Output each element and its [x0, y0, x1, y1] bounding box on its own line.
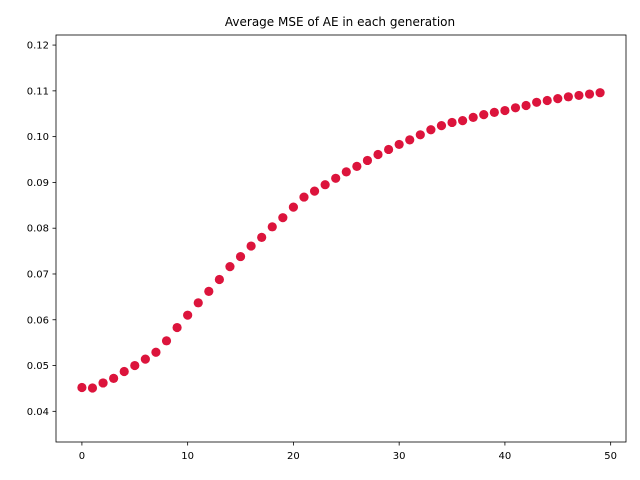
data-point — [140, 354, 150, 364]
x-tick-label: 10 — [181, 451, 194, 462]
chart-title: Average MSE of AE in each generation — [225, 15, 455, 29]
data-point — [510, 103, 521, 113]
y-tick-label: 0.12 — [27, 41, 49, 52]
data-point — [288, 202, 299, 212]
plot-frame — [55, 34, 627, 443]
y-tick-label: 0.10 — [27, 132, 49, 143]
x-tick-label: 20 — [287, 451, 300, 462]
y-tick-label: 0.11 — [27, 86, 49, 97]
data-point — [119, 366, 129, 377]
data-point — [595, 88, 605, 98]
data-point — [542, 95, 552, 106]
x-tick-label: 0 — [79, 451, 85, 462]
data-point — [394, 139, 404, 150]
data-point — [532, 97, 542, 107]
y-tick-label: 0.06 — [27, 315, 49, 326]
data-point — [161, 336, 172, 346]
y-tick-label: 0.04 — [27, 407, 49, 418]
data-point — [479, 110, 489, 120]
data-point — [415, 130, 425, 140]
data-point — [235, 251, 246, 262]
data-point — [426, 125, 436, 135]
data-point — [383, 144, 394, 155]
x-tick-label: 40 — [499, 451, 512, 462]
data-point — [468, 112, 478, 123]
data-point — [331, 173, 341, 183]
data-point — [109, 373, 119, 383]
data-point — [278, 213, 288, 223]
data-point — [151, 347, 161, 357]
data-point — [373, 149, 383, 160]
data-point — [98, 378, 108, 388]
data-point — [447, 117, 457, 128]
data-point — [246, 241, 256, 251]
x-tick-label: 50 — [604, 451, 617, 462]
data-point — [87, 383, 98, 393]
data-point — [204, 286, 214, 296]
y-tick-label: 0.07 — [27, 269, 49, 280]
data-point — [458, 116, 468, 126]
data-point — [352, 161, 362, 171]
data-point — [362, 155, 373, 166]
data-point — [172, 322, 182, 333]
data-point — [405, 135, 415, 145]
data-point — [574, 90, 584, 101]
data-point — [267, 222, 277, 232]
data-point — [183, 310, 193, 320]
y-tick-label: 0.09 — [27, 178, 49, 189]
data-point — [193, 298, 203, 308]
data-point — [553, 94, 563, 104]
y-axis: 0.04 0.05 0.06 0.07 0.08 0.09 0.10 0.11 0.12 — [27, 41, 56, 418]
data-point — [214, 274, 224, 285]
data-point — [77, 382, 87, 393]
data-points — [77, 88, 605, 393]
y-tick-label: 0.05 — [27, 361, 49, 372]
data-point — [521, 100, 531, 111]
data-point — [436, 121, 447, 131]
x-axis: 0 10 20 30 40 50 — [79, 442, 617, 462]
data-point — [341, 167, 351, 177]
data-point — [584, 89, 595, 99]
data-point — [563, 92, 573, 102]
data-point — [257, 232, 267, 242]
data-point — [320, 180, 330, 190]
data-point — [130, 360, 140, 371]
data-point — [299, 192, 309, 202]
data-point — [489, 107, 499, 117]
data-point — [500, 105, 510, 116]
data-point — [309, 186, 320, 196]
x-tick-label: 30 — [393, 451, 406, 462]
data-point — [225, 262, 235, 272]
y-tick-label: 0.08 — [27, 224, 49, 235]
